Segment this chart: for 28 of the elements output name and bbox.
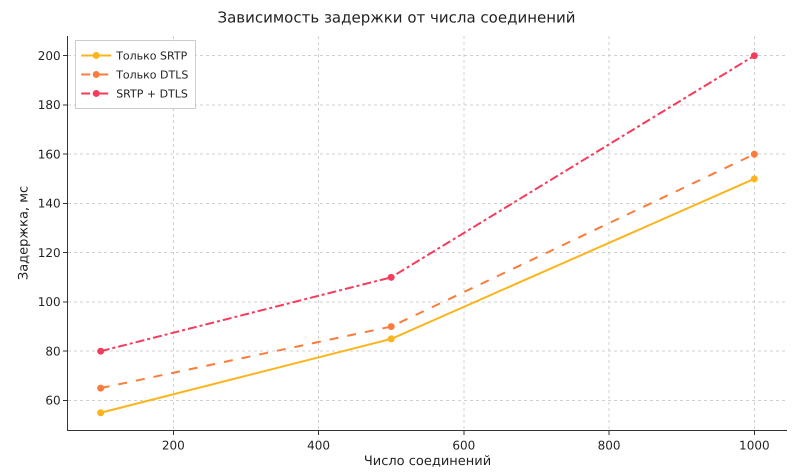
y-tick-label: 180 <box>38 98 61 112</box>
y-tick-label: 120 <box>38 246 61 260</box>
y-tick-label: 60 <box>45 394 61 408</box>
point <box>388 274 395 281</box>
x-axis-title: Число соединений <box>364 454 492 469</box>
x-tick-label: 400 <box>307 438 330 452</box>
point <box>750 52 758 60</box>
point <box>97 348 104 355</box>
x-tick-label: 600 <box>452 438 476 452</box>
point <box>388 323 395 330</box>
y-tick-label: 200 <box>38 48 61 63</box>
point <box>750 150 758 158</box>
legend-label: Только DTLS <box>115 68 188 82</box>
legend-label: Только SRTP <box>115 50 188 63</box>
point <box>388 335 395 342</box>
point <box>97 384 104 392</box>
y-tick-label: 80 <box>45 344 61 358</box>
legend-label: SRTP + DTLS <box>116 88 188 101</box>
y-tick-label: 100 <box>38 295 61 310</box>
point <box>750 175 758 182</box>
y-axis-title: Задержка, мс <box>16 186 32 280</box>
chart-title: Зависимость задержки от числа соединений <box>217 8 576 26</box>
point <box>97 409 104 416</box>
x-tick-label: 1000 <box>739 438 770 452</box>
y-tick-label: 160 <box>38 147 61 162</box>
y-tick-label: 140 <box>38 196 61 211</box>
x-tick-label: 200 <box>162 438 185 452</box>
x-tick-label: 800 <box>598 438 621 452</box>
